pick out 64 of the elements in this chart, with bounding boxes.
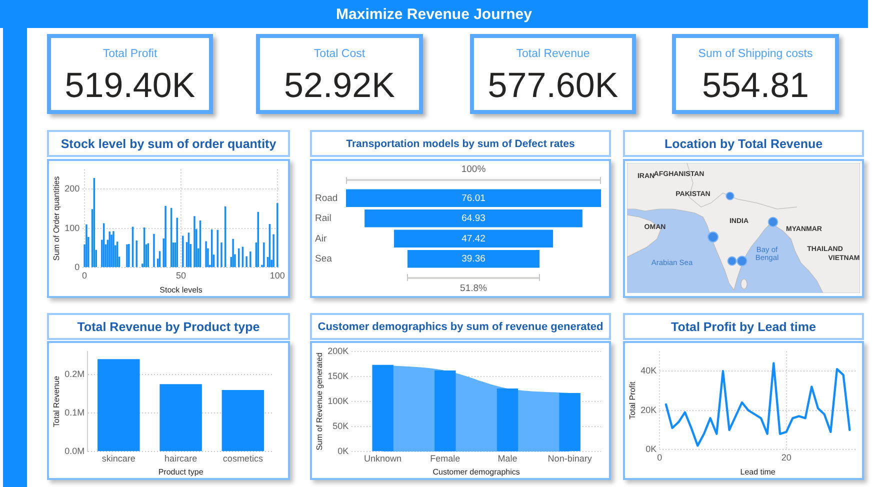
y-tick-label: 150K	[328, 370, 349, 381]
x-tick-label: Male	[498, 453, 518, 464]
text: 100%	[461, 164, 486, 176]
y-tick-label: 200K	[328, 346, 349, 356]
x-tick-label: 50	[176, 270, 186, 280]
text: Location by Total Revenue	[623, 130, 864, 157]
text: 52.92K	[283, 66, 396, 106]
y-axis-title: Sum of Order quantities	[52, 176, 62, 261]
bar	[434, 370, 456, 452]
text: Total Cost	[312, 47, 366, 61]
y-tick-label: 100	[64, 222, 80, 233]
bar	[372, 364, 394, 452]
text: 51.8%	[460, 283, 488, 294]
x-tick-label: Female	[430, 453, 460, 464]
y-tick-label: 0.1M	[64, 408, 85, 418]
bar	[222, 390, 264, 452]
y-axis-title: Total Revenue	[52, 375, 62, 428]
category-label: Road	[315, 192, 338, 204]
bar	[160, 384, 202, 452]
data-label: 39.36	[462, 254, 486, 264]
text: 577.60K	[486, 66, 620, 106]
y-axis-title: Sum of Revenue generated	[315, 352, 324, 450]
y-tick-label: 0.2M	[64, 369, 85, 380]
text: Maximize Revenue Journey	[0, 0, 868, 28]
text: Sum of Shipping costs	[697, 47, 814, 61]
chart-title: Total Revenue by Product type	[47, 313, 290, 340]
y-tick-label: 0K	[338, 446, 349, 456]
x-axis-title: Customer demographics	[432, 467, 520, 476]
bar	[559, 392, 580, 452]
x-tick-label: 100	[270, 270, 285, 280]
x-tick-label: Unknown	[364, 453, 402, 464]
text: Transportation models by sum of Defect rates	[310, 130, 611, 157]
text: Total Revenue	[515, 47, 591, 61]
chart-title: Total Profit by Lead time	[623, 313, 864, 340]
category-label: Rail	[315, 213, 332, 224]
text: 554.81	[700, 66, 810, 106]
text: Total Profit	[102, 47, 158, 61]
x-tick-label: 20	[781, 452, 792, 462]
category-label: Sea	[315, 254, 333, 264]
bar	[496, 388, 518, 452]
x-tick-label: skincare	[102, 453, 136, 464]
y-tick-label: 200	[64, 184, 80, 194]
y-tick-label: 40K	[640, 366, 657, 376]
bar	[98, 359, 140, 452]
x-tick-label: Non-binary	[548, 453, 592, 464]
chart-title: Stock level by sum of order quantity	[47, 130, 290, 157]
y-tick-label: 0	[74, 262, 80, 272]
y-tick-label: 0K	[646, 444, 657, 454]
data-label: 76.01	[462, 192, 486, 204]
data-label: 47.42	[462, 233, 486, 244]
chart-title: Customer demographics by sum of revenue generated	[310, 313, 611, 340]
x-tick-label: haircare	[164, 453, 198, 464]
y-tick-label: 100K	[328, 396, 349, 406]
x-tick-label: cosmetics	[222, 453, 264, 464]
x-axis-title: Stock levels	[160, 285, 202, 294]
text: 519.40K	[64, 66, 196, 106]
y-axis-title: Total Profit	[628, 380, 638, 420]
y-tick-label: 50K	[332, 421, 349, 432]
data-label: 64.93	[462, 213, 486, 224]
x-axis-title: Lead time	[740, 467, 776, 476]
x-axis-title: Product type	[158, 467, 204, 476]
y-tick-label: 20K	[640, 404, 657, 415]
category-label: Air	[315, 233, 327, 244]
y-tick-label: 0.0M	[64, 446, 85, 456]
